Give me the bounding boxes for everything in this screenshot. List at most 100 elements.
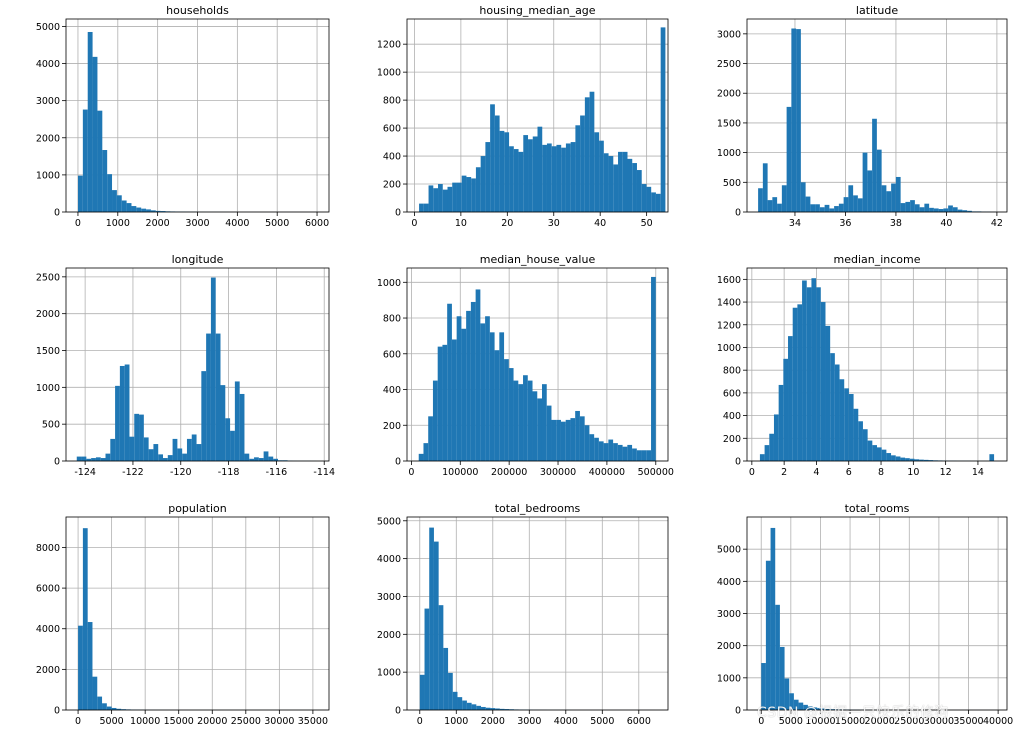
axes-frame bbox=[65, 267, 330, 462]
histogram-bar bbox=[442, 344, 448, 461]
x-tick-label: 10 bbox=[907, 467, 919, 478]
histogram-bar bbox=[105, 453, 111, 461]
y-tick-label: 1000 bbox=[717, 343, 741, 354]
histogram-bar bbox=[608, 156, 614, 212]
y-tick-label: 2000 bbox=[717, 641, 741, 652]
subplot-housing_median_age: 0 10 20 30 40 50 0 200 400 600 800 1000 1200 housing_… bbox=[377, 4, 669, 229]
y-tick-label: 1000 bbox=[717, 148, 741, 159]
x-tick-label: 38 bbox=[890, 218, 902, 229]
y-tick-label: 1200 bbox=[717, 320, 741, 331]
histogram-bar bbox=[829, 208, 835, 212]
histogram-bar bbox=[163, 458, 168, 461]
subplot-longitude: -124 -122 -120 -118 -116 -114 0 500 1000 1500 2000… bbox=[36, 253, 335, 478]
histogram-bar bbox=[923, 459, 929, 461]
histogram-bar bbox=[429, 527, 434, 710]
subplot-median_house_value: 0 100000 200000 300000 400000 500000 0 200 400 60… bbox=[377, 253, 674, 478]
histogram-bar bbox=[158, 454, 164, 461]
histogram-bar bbox=[627, 444, 633, 461]
y-tick-label: 2000 bbox=[36, 133, 60, 144]
x-tick-label: 25000 bbox=[231, 716, 261, 727]
x-tick-label: 2 bbox=[781, 467, 787, 478]
histogram-bar bbox=[825, 325, 831, 461]
histogram-bar bbox=[660, 27, 666, 213]
histogram-bar bbox=[418, 453, 424, 461]
histogram-bar bbox=[551, 419, 557, 461]
histogram-bar bbox=[95, 457, 101, 461]
x-tick-label: 40 bbox=[940, 218, 952, 229]
histogram-bar bbox=[862, 152, 868, 212]
histogram-bar bbox=[485, 316, 490, 461]
x-tick-label: 14 bbox=[972, 467, 984, 478]
y-tick-label: 2500 bbox=[36, 272, 60, 283]
histogram-bar bbox=[91, 458, 96, 461]
histogram-bar bbox=[834, 364, 840, 461]
histogram-bar bbox=[225, 418, 231, 461]
histogram-bar bbox=[895, 176, 901, 212]
histogram-bar bbox=[817, 708, 822, 710]
histogram-bar bbox=[141, 208, 147, 212]
y-tick-label: 8000 bbox=[36, 543, 60, 554]
histogram-bar bbox=[948, 205, 953, 212]
x-tick-label: 100000 bbox=[442, 467, 478, 478]
histogram-bar bbox=[254, 457, 259, 461]
histogram-bar bbox=[523, 375, 528, 461]
histogram-bar bbox=[580, 115, 585, 212]
x-tick-label: 20000 bbox=[865, 716, 895, 727]
y-tick-label: 4000 bbox=[36, 624, 60, 635]
histogram-bar bbox=[210, 277, 216, 461]
histogram-bar bbox=[443, 647, 449, 710]
histogram-bar bbox=[584, 425, 590, 461]
histogram-bar bbox=[150, 210, 156, 212]
histogram-bar bbox=[102, 150, 108, 212]
histogram-bar bbox=[862, 429, 868, 461]
histogram-bar bbox=[779, 646, 785, 710]
chart-title: longitude bbox=[172, 253, 224, 266]
y-tick-label: 1400 bbox=[717, 298, 741, 309]
histogram-bar bbox=[131, 206, 137, 212]
histogram-bar bbox=[471, 178, 476, 212]
histogram-bar bbox=[646, 450, 652, 461]
chart-title: latitude bbox=[856, 4, 898, 17]
histogram-bar bbox=[824, 204, 830, 212]
y-tick-label: 4000 bbox=[377, 554, 401, 565]
x-tick-label: -118 bbox=[218, 467, 240, 478]
histogram-bar bbox=[834, 206, 839, 212]
chart-title: population bbox=[168, 502, 227, 515]
y-tick-label: 600 bbox=[723, 388, 741, 399]
histogram-bar bbox=[462, 700, 467, 710]
histogram-bar bbox=[905, 458, 910, 461]
y-tick-label: 2500 bbox=[717, 59, 741, 70]
histogram-bar bbox=[886, 191, 892, 212]
y-tick-label: 1000 bbox=[36, 383, 60, 394]
histogram-bar bbox=[504, 709, 510, 710]
x-tick-label: 40 bbox=[594, 218, 606, 229]
histogram-bar bbox=[759, 454, 765, 461]
chart-title: total_bedrooms bbox=[495, 502, 581, 515]
histogram-bar bbox=[499, 708, 505, 710]
subplot-total_bedrooms: 0 1000 2000 3000 4000 5000 6000 0 1000 2000 3000 40… bbox=[377, 502, 669, 727]
x-tick-label: 15000 bbox=[835, 716, 865, 727]
y-tick-label: 1500 bbox=[36, 346, 60, 357]
histogram-bar bbox=[815, 204, 820, 212]
histogram-bar bbox=[775, 604, 780, 710]
histogram-bar bbox=[800, 182, 806, 212]
histogram-bar bbox=[773, 414, 779, 461]
histogram-bar bbox=[106, 706, 112, 710]
x-tick-label: 35000 bbox=[953, 716, 983, 727]
histogram-bar bbox=[107, 174, 113, 212]
histogram-bar bbox=[461, 328, 467, 461]
histogram-bar bbox=[830, 353, 835, 461]
y-tick-label: 5000 bbox=[377, 516, 401, 527]
histogram-bar bbox=[933, 208, 939, 212]
x-tick-label: 2000 bbox=[146, 218, 170, 229]
histogram-bar bbox=[764, 445, 770, 461]
histogram-bar bbox=[551, 146, 557, 212]
histogram-bar bbox=[244, 453, 250, 461]
histogram-bar bbox=[910, 200, 915, 212]
x-tick-label: 50 bbox=[641, 218, 653, 229]
histogram-bar bbox=[448, 672, 453, 710]
histogram-bar bbox=[561, 147, 566, 212]
histogram-bar bbox=[428, 416, 433, 461]
axes-frame bbox=[746, 267, 1008, 462]
histogram-bar bbox=[433, 541, 439, 710]
